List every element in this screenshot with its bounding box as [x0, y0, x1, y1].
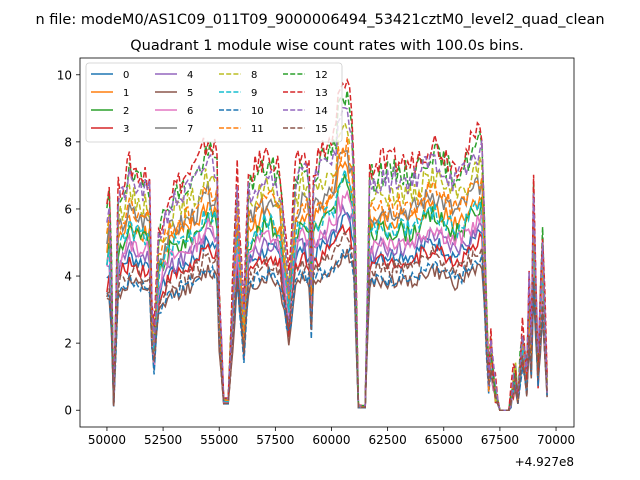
legend-label-0: 0 — [123, 70, 129, 81]
figure-suptitle: n file: modeM0/AS1C09_011T09_9000006494_… — [35, 12, 604, 28]
x-tick-label: 65000 — [425, 433, 463, 447]
series-line-11 — [106, 136, 548, 411]
x-tick-label: 60000 — [312, 433, 350, 447]
legend-label-4: 4 — [187, 70, 193, 81]
x-axis: 50000 52500 55000 57500 60000 62500 65000 67500… — [88, 427, 575, 447]
legend-label-10: 10 — [251, 106, 264, 117]
x-offset-label: +4.927e8 — [515, 455, 574, 469]
x-tick-label: 57500 — [256, 433, 294, 447]
x-tick-label: 67500 — [481, 433, 519, 447]
legend-label-1: 1 — [123, 88, 129, 99]
y-axis: 0 2 4 6 8 10 — [57, 68, 80, 418]
y-tick-label: 4 — [64, 270, 72, 284]
legend-label-6: 6 — [187, 106, 193, 117]
plot-area: 50000 52500 55000 57500 60000 62500 65000 67500… — [57, 57, 575, 469]
series-layer — [106, 77, 548, 411]
series-line-2 — [106, 173, 548, 411]
y-tick-label: 0 — [64, 404, 72, 418]
series-line-7 — [106, 149, 548, 411]
legend-label-13: 13 — [315, 88, 328, 99]
series-line-6 — [106, 189, 548, 411]
legend-label-9: 9 — [251, 88, 257, 99]
x-tick-label: 52500 — [144, 433, 182, 447]
legend-label-14: 14 — [315, 106, 328, 117]
chart-title: Quadrant 1 module wise count rates with … — [130, 38, 524, 54]
series-line-15 — [106, 231, 548, 411]
series-line-12 — [106, 90, 548, 411]
legend-label-7: 7 — [187, 124, 193, 135]
legend-label-15: 15 — [315, 124, 328, 135]
legend-label-12: 12 — [315, 70, 328, 81]
legend-label-5: 5 — [187, 88, 193, 99]
series-line-8 — [106, 121, 548, 411]
series-line-13 — [106, 77, 548, 411]
legend-label-8: 8 — [251, 70, 257, 81]
series-line-9 — [106, 166, 548, 411]
series-line-4 — [106, 203, 548, 411]
series-line-1 — [106, 160, 548, 411]
legend-label-3: 3 — [123, 124, 129, 135]
x-tick-label: 70000 — [537, 433, 575, 447]
series-line-10 — [106, 246, 548, 411]
x-tick-label: 50000 — [88, 433, 126, 447]
y-tick-label: 6 — [64, 202, 72, 216]
series-line-14 — [106, 107, 548, 411]
legend-label-2: 2 — [123, 106, 129, 117]
y-tick-label: 2 — [64, 337, 72, 351]
legend-label-11: 11 — [251, 124, 264, 135]
y-tick-label: 8 — [64, 135, 72, 149]
x-tick-label: 55000 — [200, 433, 238, 447]
y-tick-label: 10 — [57, 68, 72, 82]
legend-box — [85, 62, 343, 143]
x-tick-label: 62500 — [369, 433, 407, 447]
plot-frame — [79, 57, 575, 428]
